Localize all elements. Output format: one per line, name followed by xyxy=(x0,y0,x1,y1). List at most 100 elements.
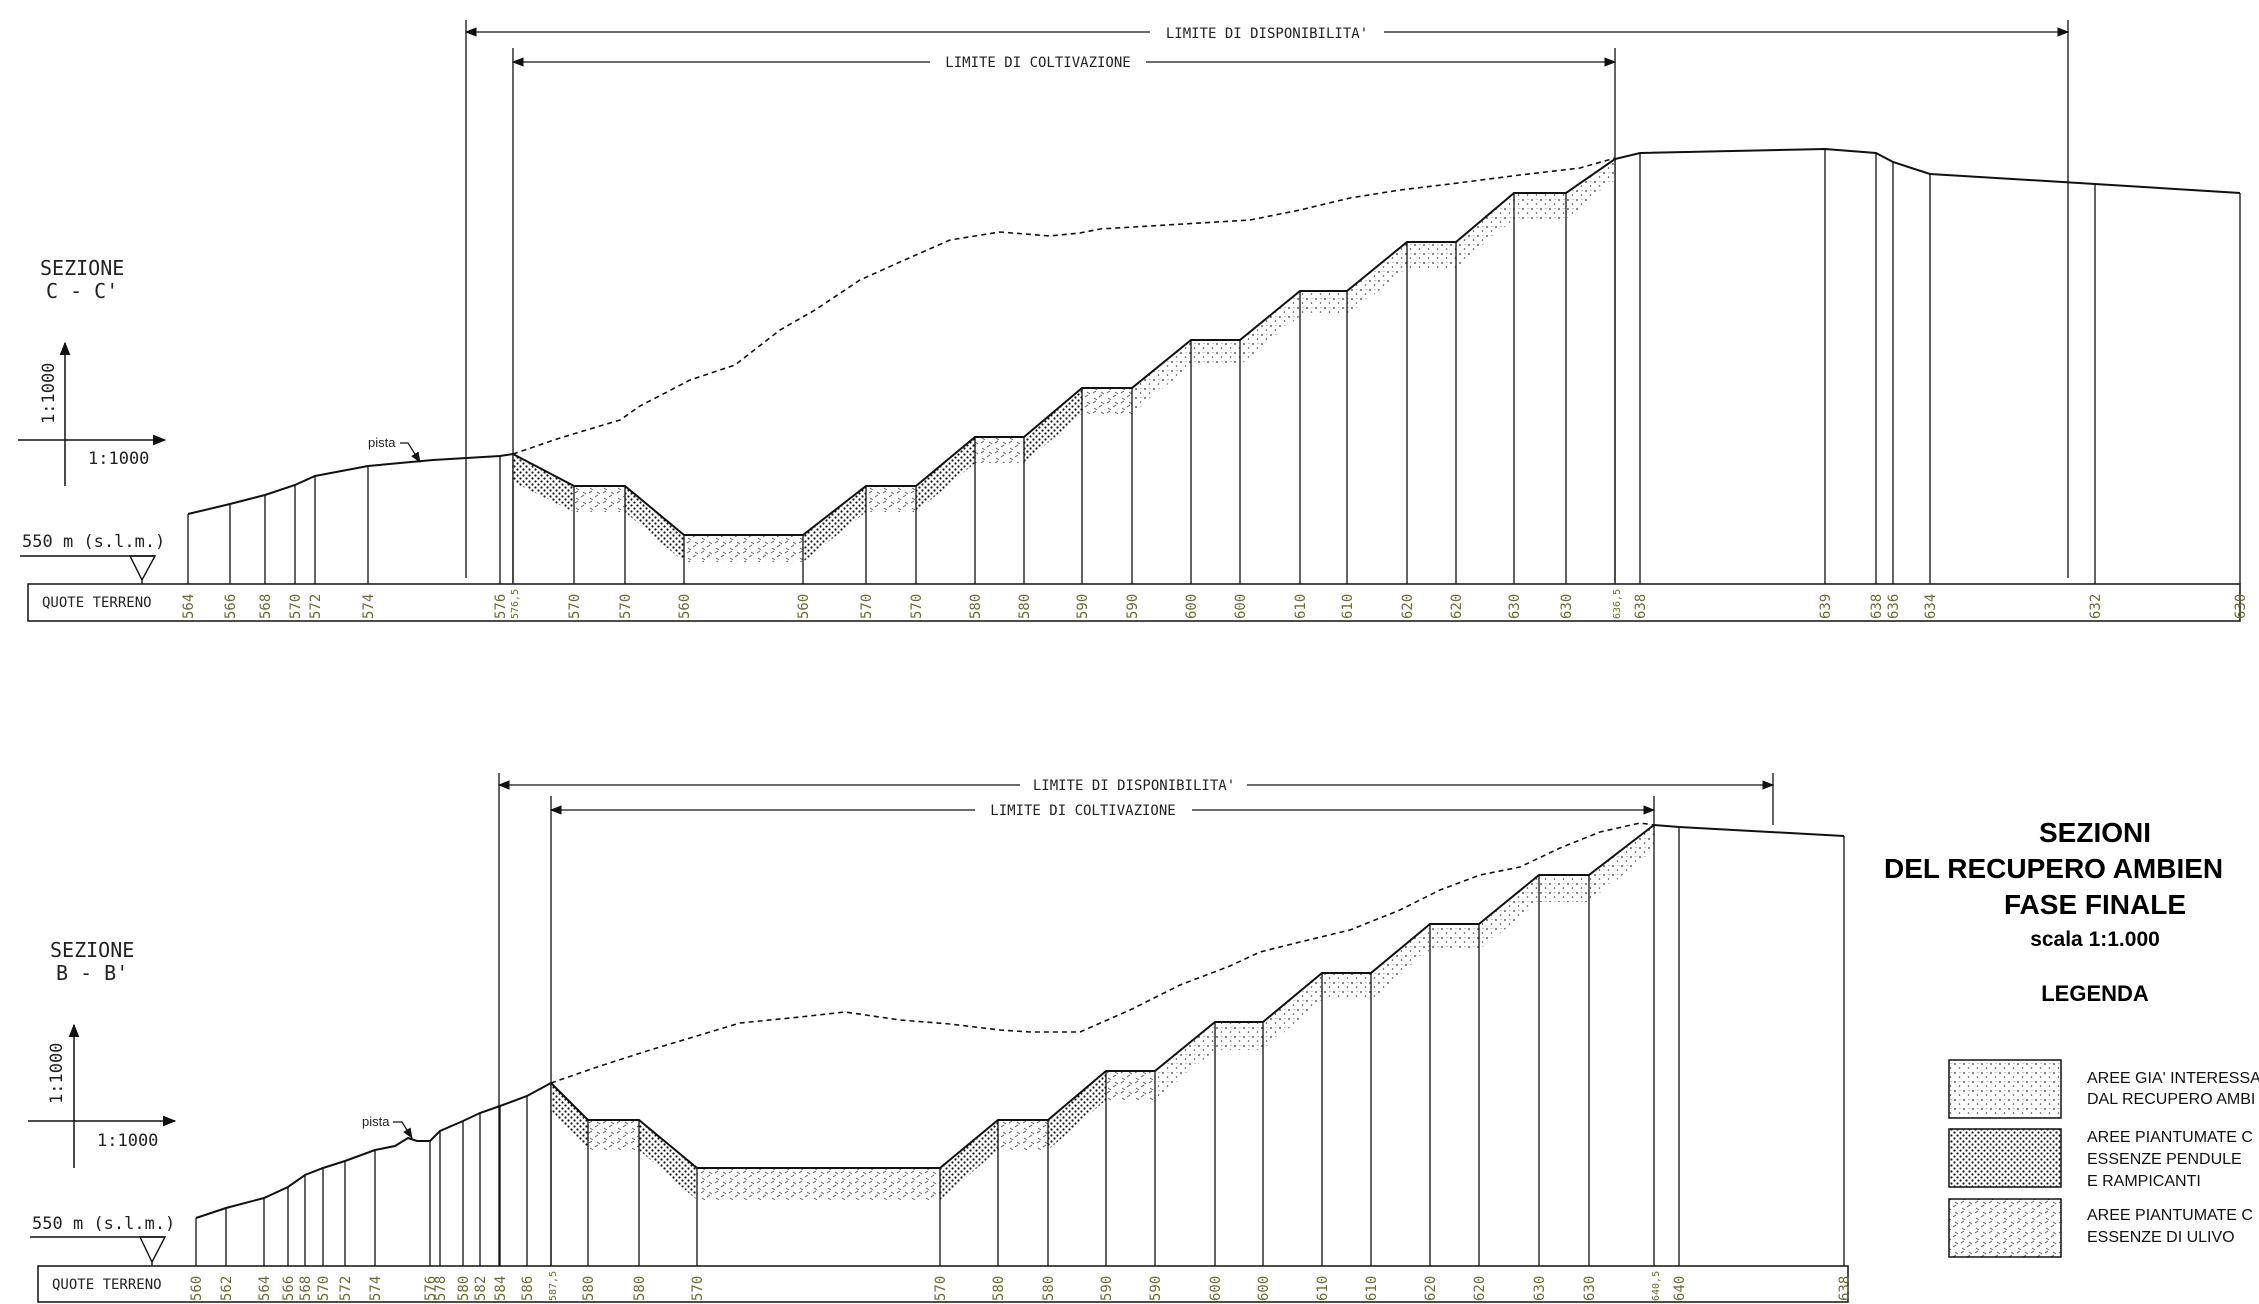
elevation-label: 586 xyxy=(520,1276,536,1301)
section-cc-station-lines: 564 566 568 570 572 574 576 576,5 570 570 560 560 57… xyxy=(181,149,2249,619)
elevation-label: 638 xyxy=(1633,594,1649,619)
legend-item-1-line-2: DAL RECUPERO AMBI xyxy=(2087,1091,2255,1108)
elevation-label: 580 xyxy=(1017,594,1033,619)
section-bb-original-terrain xyxy=(550,822,1655,1084)
section-bb-track-leader xyxy=(393,1121,413,1139)
section-cc-title-2: C - C' xyxy=(46,279,118,303)
title-scale: scala 1:1.000 xyxy=(2030,928,2160,951)
elevation-label: 564 xyxy=(181,594,197,619)
elevation-label: 584 xyxy=(493,1276,509,1301)
elevation-label: 570 xyxy=(618,594,634,619)
legend-swatch-dense-dots xyxy=(1948,1128,2062,1188)
elevation-label: 574 xyxy=(361,594,377,619)
elevation-label: 600 xyxy=(1184,594,1200,619)
section-cc-limit-disponibilita xyxy=(464,20,2070,578)
section-cc-scale-axes xyxy=(18,341,167,486)
elevation-label: 590 xyxy=(1148,1276,1164,1301)
legend-item-1-line-1: AREE GIA' INTERESSA xyxy=(2087,1070,2259,1087)
section-bb-fill-zones xyxy=(551,825,1654,1200)
legend-swatch-hatch xyxy=(1948,1198,2062,1258)
elevation-label: 640 xyxy=(1672,1276,1688,1301)
elevation-label: 570 xyxy=(288,594,304,619)
elevation-label: 587,5 xyxy=(548,1271,559,1301)
elevation-label: 620 xyxy=(1400,594,1416,619)
section-bb-limit-coltivazione-label: LIMITE DI COLTIVAZIONE xyxy=(990,803,1175,819)
elevation-label: 572 xyxy=(338,1276,354,1301)
elevation-label: 578 xyxy=(433,1276,449,1301)
elevation-label: 639 xyxy=(1818,594,1834,619)
elevation-label: 570 xyxy=(690,1276,706,1301)
elevation-label: 564 xyxy=(257,1276,273,1301)
elevation-label: 560 xyxy=(796,594,812,619)
elevation-label: 580 xyxy=(581,1276,597,1301)
section-cc-limit-disponibilita-label: LIMITE DI DISPONIBILITA' xyxy=(1166,26,1368,42)
section-cc-horizontal-scale: 1:1000 xyxy=(88,449,149,469)
section-cc-elevation-ruler xyxy=(27,583,2241,622)
legend-item-recupero: AREE GIA' INTERESSA DAL RECUPERO AMBI xyxy=(1948,1059,2259,1119)
elevation-label: 632 xyxy=(2088,594,2104,619)
elevation-label: 568 xyxy=(298,1276,314,1301)
elevation-label: 620 xyxy=(1423,1276,1439,1301)
elevation-label: 570 xyxy=(933,1276,949,1301)
section-bb-scale-axes xyxy=(28,1023,177,1168)
title-block: SEZIONI DEL RECUPERO AMBIEN FASE FINALE … xyxy=(1884,817,2259,1258)
section-bb-limit-disponibilita xyxy=(497,773,1775,1266)
section-bb: SEZIONE B - B' 1:1000 1:1000 550 m (s.l.… xyxy=(28,773,1853,1303)
section-cc-limit-coltivazione xyxy=(511,48,1617,582)
elevation-label: 562 xyxy=(219,1276,235,1301)
section-cc-vertical-scale: 1:1000 xyxy=(39,363,59,424)
elevation-label: 560 xyxy=(189,1276,205,1301)
legend-item-ulivo: AREE PIANTUMATE C ESSENZE DI ULIVO xyxy=(1948,1198,2253,1258)
elevation-label: 590 xyxy=(1099,1276,1115,1301)
section-bb-reference-level: 550 m (s.l.m.) xyxy=(32,1214,175,1234)
elevation-label: 574 xyxy=(368,1276,384,1301)
section-cc-title-1: SEZIONE xyxy=(40,256,124,280)
section-bb-limit-disponibilita-label: LIMITE DI DISPONIBILITA' xyxy=(1033,778,1235,794)
elevation-label: 610 xyxy=(1315,1276,1331,1301)
elevation-label: 576,5 xyxy=(510,589,521,619)
elevation-label: 570 xyxy=(316,1276,332,1301)
elevation-label: 570 xyxy=(567,594,583,619)
legend-swatch-dots xyxy=(1948,1059,2062,1119)
legend-item-2-line-2: ESSENZE PENDULE xyxy=(2087,1151,2242,1168)
elevation-label: 580 xyxy=(968,594,984,619)
elevation-label: 560 xyxy=(677,594,693,619)
section-bb-horizontal-scale: 1:1000 xyxy=(97,1131,158,1151)
section-cc-limit-coltivazione-label: LIMITE DI COLTIVAZIONE xyxy=(945,55,1130,71)
elevation-label: 566 xyxy=(223,594,239,619)
section-cc-original-terrain xyxy=(512,157,1616,455)
title-line-1: SEZIONI xyxy=(2039,817,2151,848)
section-bb-track-label: pista xyxy=(362,1114,390,1129)
section-cc-level-marker xyxy=(20,555,157,584)
section-bb-ruler-label: QUOTE TERRENO xyxy=(52,1277,162,1293)
legend-title: LEGENDA xyxy=(2041,981,2149,1006)
elevation-label: 576 xyxy=(493,594,509,619)
elevation-label: 576 xyxy=(423,1276,439,1301)
elevation-label: 630 xyxy=(1559,594,1575,619)
elevation-label: 630 xyxy=(1507,594,1523,619)
elevation-label: 600 xyxy=(1256,1276,1272,1301)
title-line-3: FASE FINALE xyxy=(2004,889,2186,920)
elevation-label: 634 xyxy=(1923,594,1939,619)
elevation-label: 580 xyxy=(632,1276,648,1301)
section-bb-title-2: B - B' xyxy=(56,961,128,985)
elevation-label: 636 xyxy=(1886,594,1902,619)
elevation-label: 582 xyxy=(473,1276,489,1301)
elevation-label: 570 xyxy=(859,594,875,619)
section-bb-level-marker xyxy=(30,1236,167,1266)
elevation-label: 630 xyxy=(2233,594,2249,619)
legend-item-2-line-1: AREE PIANTUMATE C xyxy=(2087,1129,2253,1146)
section-cc-fill-zones xyxy=(513,159,1615,562)
elevation-label: 572 xyxy=(308,594,324,619)
elevation-label: 600 xyxy=(1233,594,1249,619)
elevation-label: 610 xyxy=(1364,1276,1380,1301)
elevation-label: 580 xyxy=(456,1276,472,1301)
elevation-label: 590 xyxy=(1125,594,1141,619)
elevation-label: 620 xyxy=(1472,1276,1488,1301)
section-cc: SEZIONE C - C' 1:1000 1:1000 550 m (s.l.… xyxy=(18,20,2249,622)
legend-item-pendule: AREE PIANTUMATE C ESSENZE PENDULE E RAMP… xyxy=(1948,1128,2253,1190)
elevation-label: 610 xyxy=(1293,594,1309,619)
legend-item-2-line-3: E RAMPICANTI xyxy=(2087,1173,2201,1190)
